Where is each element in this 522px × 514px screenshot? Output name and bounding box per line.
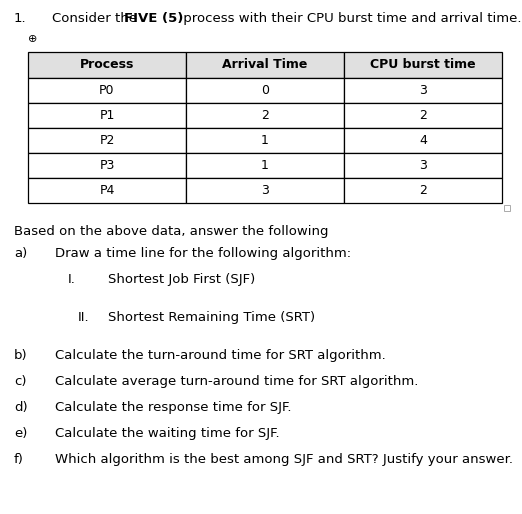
Bar: [28, 128, 186, 153]
Text: Consider the: Consider the: [52, 12, 141, 25]
Bar: [28, 103, 186, 128]
Text: Based on the above data, answer the following: Based on the above data, answer the foll…: [14, 225, 328, 238]
Text: 2: 2: [261, 109, 269, 122]
Text: I.: I.: [68, 273, 76, 286]
Text: P3: P3: [99, 159, 115, 172]
Bar: [186, 128, 344, 153]
Bar: [186, 153, 344, 178]
Text: 2: 2: [419, 184, 427, 197]
Text: P0: P0: [99, 84, 115, 97]
Bar: [504, 205, 510, 211]
Text: 3: 3: [419, 159, 427, 172]
Text: b): b): [14, 349, 28, 362]
Text: Process: Process: [80, 59, 134, 71]
Text: Calculate the response time for SJF.: Calculate the response time for SJF.: [55, 401, 291, 414]
Text: Calculate average turn-around time for SRT algorithm.: Calculate average turn-around time for S…: [55, 375, 418, 388]
Text: process with their CPU burst time and arrival time.: process with their CPU burst time and ar…: [179, 12, 521, 25]
Text: P1: P1: [99, 109, 115, 122]
Text: 4: 4: [419, 134, 427, 147]
Text: Calculate the turn-around time for SRT algorithm.: Calculate the turn-around time for SRT a…: [55, 349, 386, 362]
Bar: [28, 52, 186, 78]
Bar: [344, 103, 502, 128]
Text: d): d): [14, 401, 28, 414]
Text: c): c): [14, 375, 27, 388]
Bar: [186, 52, 344, 78]
Text: 2: 2: [419, 109, 427, 122]
Text: Shortest Job First (SJF): Shortest Job First (SJF): [108, 273, 255, 286]
Text: ⊕: ⊕: [28, 34, 38, 44]
Text: P4: P4: [99, 184, 115, 197]
Bar: [186, 103, 344, 128]
Text: Shortest Remaining Time (SRT): Shortest Remaining Time (SRT): [108, 311, 315, 324]
Bar: [186, 78, 344, 103]
Bar: [28, 178, 186, 203]
Text: Which algorithm is the best among SJF and SRT? Justify your answer.: Which algorithm is the best among SJF an…: [55, 453, 513, 466]
Text: 1: 1: [261, 134, 269, 147]
Text: P2: P2: [99, 134, 115, 147]
Text: 3: 3: [261, 184, 269, 197]
Bar: [344, 128, 502, 153]
Text: e): e): [14, 427, 27, 440]
Text: 0: 0: [261, 84, 269, 97]
Bar: [28, 78, 186, 103]
Bar: [186, 178, 344, 203]
Text: II.: II.: [78, 311, 90, 324]
Text: Calculate the waiting time for SJF.: Calculate the waiting time for SJF.: [55, 427, 280, 440]
Text: f): f): [14, 453, 24, 466]
Text: FIVE (5): FIVE (5): [124, 12, 183, 25]
Text: Draw a time line for the following algorithm:: Draw a time line for the following algor…: [55, 247, 351, 260]
Text: 1.: 1.: [14, 12, 27, 25]
Bar: [344, 178, 502, 203]
Text: a): a): [14, 247, 27, 260]
Text: 3: 3: [419, 84, 427, 97]
Text: Arrival Time: Arrival Time: [222, 59, 307, 71]
Text: CPU burst time: CPU burst time: [370, 59, 476, 71]
Bar: [344, 153, 502, 178]
Bar: [344, 52, 502, 78]
Text: 1: 1: [261, 159, 269, 172]
Bar: [28, 153, 186, 178]
Bar: [344, 78, 502, 103]
